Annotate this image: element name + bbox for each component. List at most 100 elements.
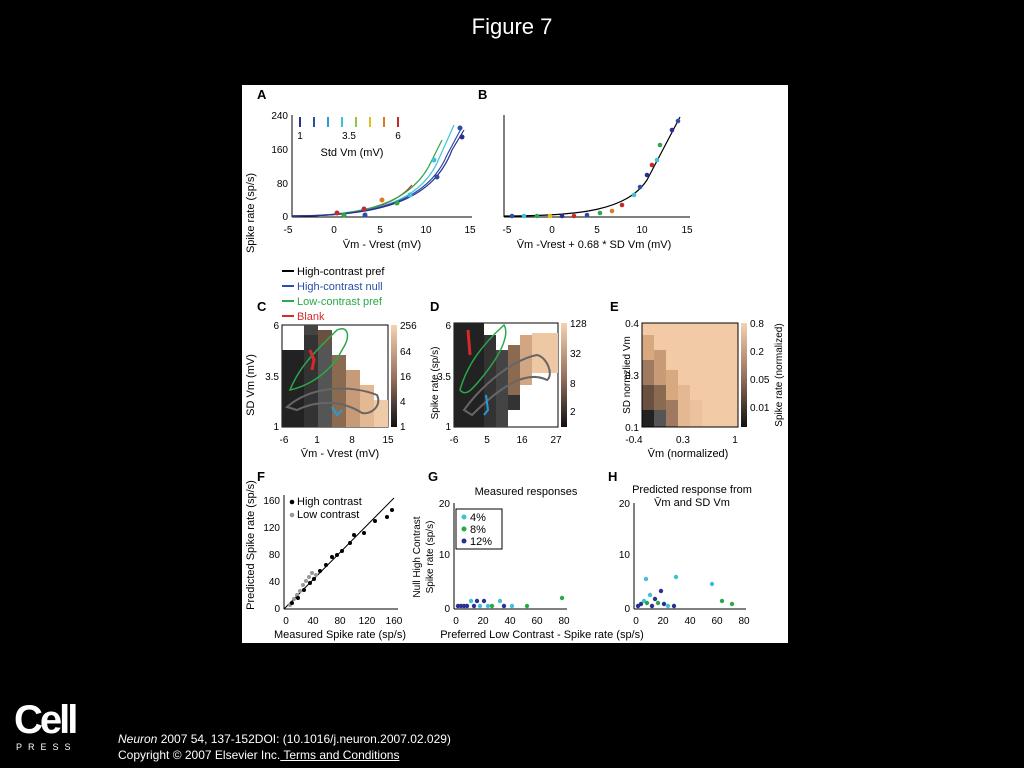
panel-c-colorbar xyxy=(391,325,397,427)
panel-d-ylabel: Spike rate (sp/s) xyxy=(430,347,441,420)
panel-e-ytick: 0.1 xyxy=(625,423,639,434)
panel-e-xlabel: V̄m (normalized) xyxy=(648,447,729,460)
panel-d-cbar-tick: 128 xyxy=(570,319,587,330)
panel-d-ytick: 1 xyxy=(445,422,451,433)
panel-c-ytick: 3.5 xyxy=(265,372,279,383)
panel-h-xtick: 20 xyxy=(657,616,669,627)
citation-journal: Neuron xyxy=(118,732,158,746)
panel-g: G Measured responses Null High Contrast … xyxy=(412,469,578,627)
panel-d-xtick: 27 xyxy=(550,435,562,446)
panel-d-xtick: -6 xyxy=(450,435,459,446)
panel-a-xlabel: V̄m - Vrest (mV) xyxy=(343,238,421,251)
panel-a-letter: A xyxy=(257,87,267,102)
panel-f-ytick: 0 xyxy=(274,604,280,615)
panel-g-ylabel2: Spike rate (sp/s) xyxy=(425,521,436,594)
panel-g-letter: G xyxy=(428,469,438,484)
panel-f-xtick: 120 xyxy=(359,616,376,627)
figure-image: A Spike rate (sp/s) 240 160 80 0 -5 0 5 … xyxy=(242,85,788,643)
citation-copyright: Copyright © 2007 Elsevier Inc. xyxy=(118,748,281,762)
panel-a-xtick: 0 xyxy=(331,225,337,236)
panel-b: B -5 0 5 10 15 V̄m -Vrest + 0.68 * SD Vm… xyxy=(478,87,693,251)
panel-c-cbar-tick: 64 xyxy=(400,347,412,358)
panel-f-ytick: 160 xyxy=(263,496,280,507)
panel-b-xtick: 15 xyxy=(681,225,693,236)
panel-c-ytick: 6 xyxy=(273,321,279,332)
panel-e-cbar-label: Spike rate (normalized) xyxy=(774,323,785,426)
panel-e-cbar-tick: 0.01 xyxy=(750,403,770,414)
panel-f-xtick: 160 xyxy=(386,616,403,627)
panel-e-xtick: 1 xyxy=(732,435,738,446)
panel-g-xtick: 40 xyxy=(504,616,516,627)
panel-h-title1: Predicted response from xyxy=(632,484,752,496)
logo-sub: PRESS xyxy=(16,742,77,752)
panel-b-xtick: 10 xyxy=(636,225,648,236)
panel-a-ytick: 160 xyxy=(271,145,288,156)
panel-g-points xyxy=(455,595,565,609)
panel-f-xtick: 80 xyxy=(334,616,346,627)
panel-e-cbar-tick: 0.05 xyxy=(750,375,770,386)
panel-f-ytick: 40 xyxy=(269,577,281,588)
legend-label: High-contrast pref xyxy=(297,266,385,278)
logo-brand: Cell xyxy=(14,698,78,742)
panel-h-xtick: 40 xyxy=(684,616,696,627)
panel-g-xtick: 0 xyxy=(453,616,459,627)
panel-e-xtick: -0.4 xyxy=(625,435,643,446)
panel-a-legend-label: Std Vm (mV) xyxy=(321,147,384,159)
panel-a-ytick: 80 xyxy=(277,179,289,190)
panel-c-cbar-tick: 1 xyxy=(400,422,406,433)
panel-f-points xyxy=(288,508,394,607)
panel-a-xtick: -5 xyxy=(284,225,293,236)
panel-f-ytick: 120 xyxy=(263,523,280,534)
panel-a-legend-tick: 1 xyxy=(297,131,303,142)
legend-label: Blank xyxy=(297,311,325,323)
panel-a-legend-tick: 6 xyxy=(395,131,401,142)
panel-c-xtick: 15 xyxy=(382,435,394,446)
panel-h-ytick: 0 xyxy=(624,604,630,615)
panel-g-legend: 8% xyxy=(470,524,486,536)
panel-f-xtick: 0 xyxy=(283,616,289,627)
panel-c-xlabel: V̄m - Vrest (mV) xyxy=(301,447,379,460)
panel-a-ylabel: Spike rate (sp/s) xyxy=(245,173,257,253)
panel-c-cbar-tick: 4 xyxy=(400,397,406,408)
panel-c-xtick: 8 xyxy=(349,435,355,446)
panel-g-xtick: 60 xyxy=(531,616,543,627)
slide-title: Figure 7 xyxy=(471,14,553,39)
panel-f-xtick: 40 xyxy=(307,616,319,627)
panel-e-colorbar xyxy=(741,323,747,427)
panel-c-letter: C xyxy=(257,299,267,314)
figure-svg: A Spike rate (sp/s) 240 160 80 0 -5 0 5 … xyxy=(245,87,785,641)
panel-e-heatmap xyxy=(642,323,738,427)
panel-d-letter: D xyxy=(430,299,439,314)
panel-g-legend: 4% xyxy=(470,512,486,524)
panel-d-cbar-tick: 8 xyxy=(570,379,576,390)
panel-d-xtick: 16 xyxy=(516,435,528,446)
citation: Neuron 2007 54, 137-152DOI: (10.1016/j.n… xyxy=(118,731,451,763)
panel-a-legend-tick: 3.5 xyxy=(342,131,356,142)
panel-a-xtick: 15 xyxy=(464,225,476,236)
legend-label: High-contrast null xyxy=(297,281,383,293)
panel-f-letter: F xyxy=(257,469,265,484)
panel-h-xtick: 80 xyxy=(738,616,750,627)
panel-a-points xyxy=(334,125,465,218)
panel-e-xtick: 0.3 xyxy=(676,435,690,446)
panel-b-points xyxy=(509,118,681,219)
panel-a: A Spike rate (sp/s) 240 160 80 0 -5 0 5 … xyxy=(245,87,476,253)
panel-e-ytick: 0.4 xyxy=(625,319,639,330)
terms-link[interactable]: Terms and Conditions xyxy=(280,748,400,762)
panel-d-ytick: 3.5 xyxy=(437,372,451,383)
panel-e-cbar-tick: 0.2 xyxy=(750,347,764,358)
panel-h-letter: H xyxy=(608,469,617,484)
panel-a-ytick: 240 xyxy=(271,111,288,122)
panel-a-xtick: 10 xyxy=(420,225,432,236)
panel-d-colorbar xyxy=(561,323,567,427)
panel-h: H Predicted response from V̄m and SD Vm … xyxy=(608,469,752,627)
panel-f-ylabel: Predicted Spike rate (sp/s) xyxy=(245,480,257,610)
panel-f-legend-low: Low contrast xyxy=(297,509,359,521)
panel-g-ytick: 20 xyxy=(439,499,451,510)
contour-legend: High-contrast pref High-contrast null Lo… xyxy=(282,266,385,323)
panel-g-ytick: 0 xyxy=(444,604,450,615)
panel-c-cbar-tick: 16 xyxy=(400,372,412,383)
panel-b-xtick: 5 xyxy=(594,225,600,236)
citation-details: 2007 54, 137-152DOI: (10.1016/j.neuron.2… xyxy=(157,732,451,746)
panel-d: D Spike rate (sp/s) 6 3.5 1 -6 5 16 27 xyxy=(430,299,587,446)
